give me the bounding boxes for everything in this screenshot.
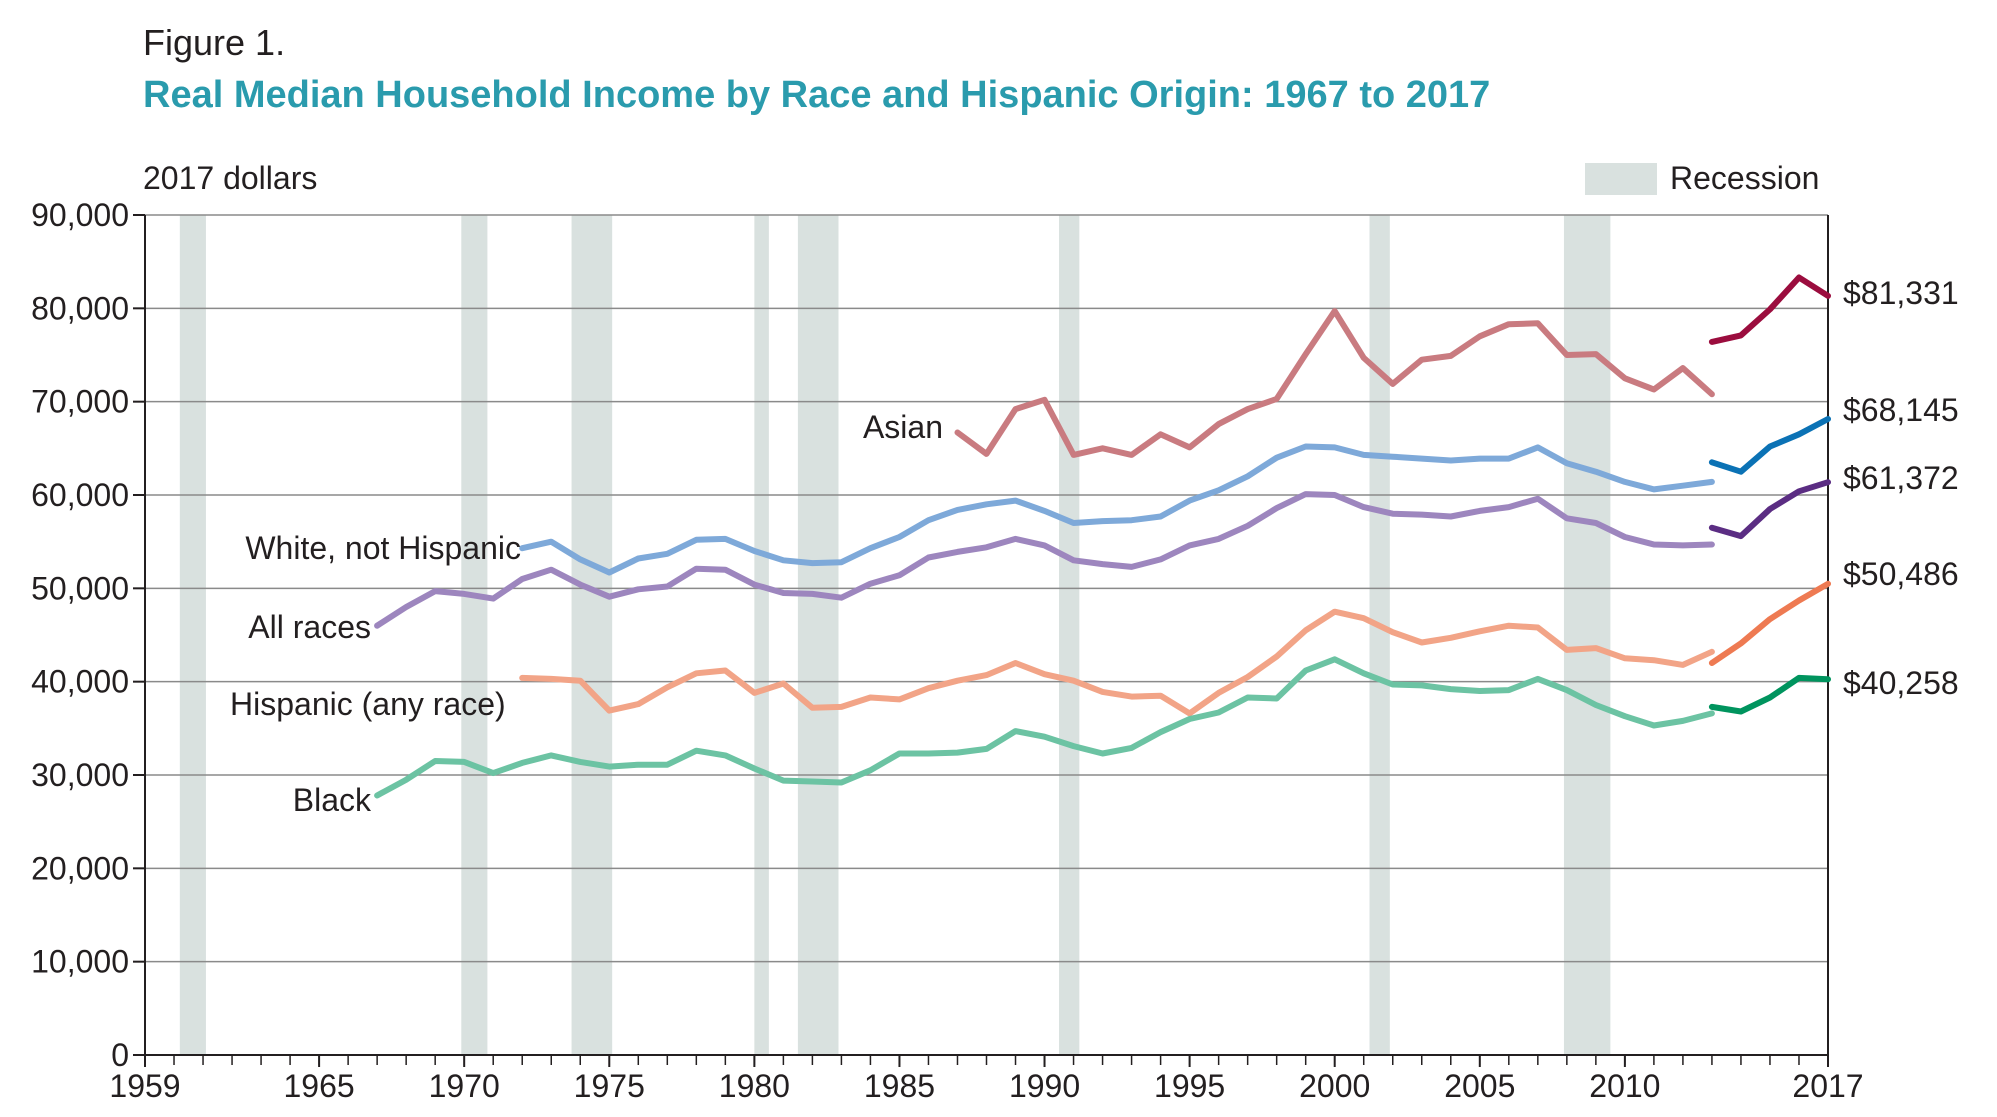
series-label-hispanic-any-race: Hispanic (any race) [230, 686, 506, 722]
x-tick-label: 1980 [719, 1068, 790, 1104]
series-labels: Asian $81,331 White, not Hispanic $68,145 Al… [230, 275, 1959, 818]
end-value-label-all-races: $61,372 [1843, 460, 1959, 496]
recession-band [1369, 215, 1390, 1055]
recession-band [754, 215, 769, 1055]
end-value-label-white-not-hispanic: $68,145 [1843, 392, 1959, 428]
x-tick-label: 1965 [284, 1068, 355, 1104]
end-value-label-asian: $81,331 [1843, 275, 1959, 311]
x-tick-label: 2017 [1792, 1068, 1863, 1104]
gridlines [145, 214, 1828, 963]
x-tick-label: 1995 [1154, 1068, 1225, 1104]
series-label-asian: Asian [863, 409, 943, 445]
y-tick-label: 20,000 [31, 850, 129, 886]
y-tick-label: 40,000 [31, 664, 129, 700]
recession-band [797, 215, 839, 1055]
legend-label: Recession [1670, 160, 1819, 196]
recession-band [1563, 215, 1611, 1055]
series-line-all-races [374, 491, 1715, 629]
recession-band [461, 215, 488, 1055]
series-line-asian [954, 308, 1715, 458]
y-tick-label: 80,000 [31, 290, 129, 326]
data-series [374, 274, 1831, 799]
x-tick-label: 1959 [109, 1068, 180, 1104]
x-tick-label: 2010 [1589, 1068, 1660, 1104]
chart-title: Real Median Household Income by Race and… [143, 74, 1491, 116]
series-line-white-not-hispanic-redesign [1708, 416, 1831, 475]
y-tick-label: 10,000 [31, 944, 129, 980]
recession-band [1059, 215, 1080, 1055]
axes: 0 10,000 20,000 30,000 40,000 50,000 60,000 70,… [31, 197, 1863, 1104]
recession-band [571, 215, 613, 1055]
series-line-asian-redesign [1708, 274, 1831, 345]
series-label-white-not-hispanic: White, not Hispanic [245, 530, 521, 566]
series-line-black-redesign [1708, 674, 1831, 715]
x-tick-label: 1990 [1009, 1068, 1080, 1104]
legend-swatch [1585, 163, 1657, 195]
x-tick-label: 1985 [864, 1068, 935, 1104]
y-tick-label: 90,000 [31, 197, 129, 233]
series-line-hispanic-any-race-redesign [1708, 580, 1831, 666]
y-axis-unit-label: 2017 dollars [143, 160, 318, 196]
x-tick-label: 2000 [1299, 1068, 1370, 1104]
x-tick-label: 1975 [574, 1068, 645, 1104]
series-line-white-not-hispanic [519, 443, 1715, 576]
recession-band [179, 215, 206, 1055]
legend: Recession [1585, 160, 1819, 196]
y-tick-label: 50,000 [31, 570, 129, 606]
end-value-label-hispanic-any-race: $50,486 [1843, 556, 1959, 592]
y-tick-label: 30,000 [31, 757, 129, 793]
y-tick-label: 0 [111, 1037, 129, 1073]
figure-label: Figure 1. [143, 22, 286, 63]
recession-bands [179, 215, 1611, 1055]
series-line-black [374, 656, 1715, 799]
y-tick-label: 60,000 [31, 477, 129, 513]
series-label-black: Black [293, 782, 372, 818]
series-line-hispanic-any-race [519, 608, 1715, 717]
series-label-all-races: All races [248, 609, 371, 645]
y-tick-label: 70,000 [31, 384, 129, 420]
x-tick-label: 1970 [429, 1068, 500, 1104]
series-line-all-races-redesign [1708, 479, 1831, 540]
end-value-label-black: $40,258 [1843, 665, 1959, 701]
x-tick-label: 2005 [1444, 1068, 1515, 1104]
